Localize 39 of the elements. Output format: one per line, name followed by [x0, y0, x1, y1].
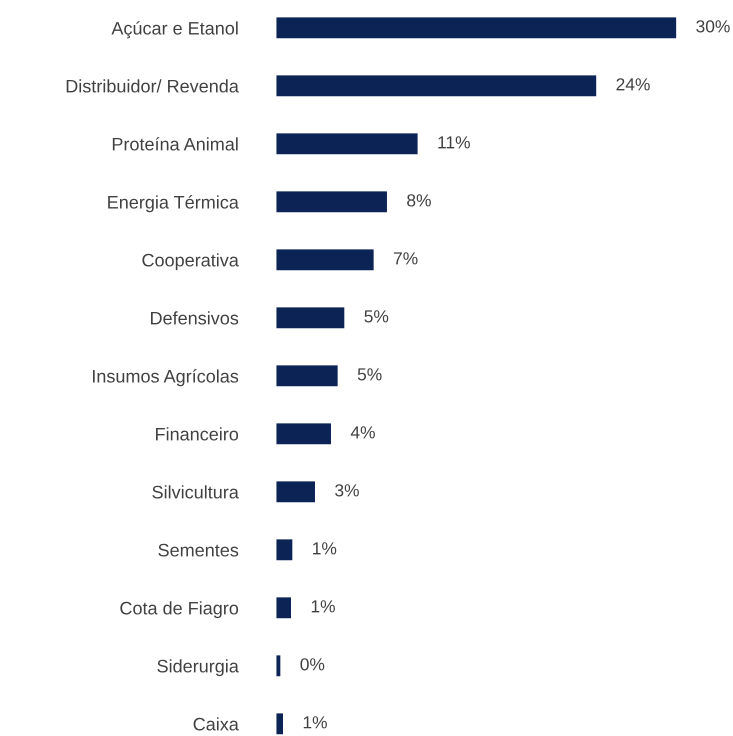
- y-tick-label: Financeiro: [156, 427, 238, 441]
- y-tick-label: Cooperativa: [142, 253, 239, 270]
- data-label: 5%: [364, 310, 388, 322]
- bar: [276, 655, 280, 676]
- y-tick-label: Proteína Animal: [112, 137, 238, 151]
- bar: [276, 75, 596, 96]
- bar: [276, 17, 676, 38]
- data-label: 5%: [358, 368, 382, 380]
- bar: [276, 191, 387, 212]
- y-tick-label: Caixa: [194, 717, 239, 731]
- y-tick-label: Sementes: [158, 544, 238, 557]
- data-label: 4%: [350, 426, 375, 438]
- bar: [276, 365, 338, 386]
- data-label: 3%: [335, 484, 359, 496]
- y-tick-label: Cota de Fiagro: [120, 601, 238, 618]
- data-label: 7%: [394, 252, 418, 264]
- bar: [276, 423, 331, 444]
- data-label: 30%: [696, 20, 730, 32]
- y-tick-label: Distribuidor/ Revenda: [66, 79, 239, 93]
- bar: [276, 713, 284, 734]
- y-tick-label: Insumos Agrícolas: [92, 369, 238, 386]
- bar: [276, 249, 374, 270]
- bar: [276, 133, 418, 154]
- data-label: 8%: [407, 194, 431, 206]
- y-tick-label: Energia Térmica: [108, 195, 239, 212]
- data-label: 1%: [304, 716, 327, 728]
- bar: [276, 481, 315, 502]
- y-tick-label: Defensivos: [151, 311, 238, 325]
- bar: [276, 307, 344, 328]
- data-label: 1%: [313, 542, 336, 554]
- bar: [276, 539, 292, 560]
- data-label: 24%: [616, 78, 650, 90]
- data-label: 1%: [312, 600, 335, 612]
- y-tick-label: Siderurgia: [157, 659, 239, 676]
- bar: [276, 597, 291, 618]
- data-label: 11%: [438, 136, 470, 148]
- y-tick-label: Silvicultura: [152, 485, 239, 499]
- data-label: 0%: [300, 658, 324, 670]
- y-tick-label: Açúcar e Etanol: [111, 21, 238, 38]
